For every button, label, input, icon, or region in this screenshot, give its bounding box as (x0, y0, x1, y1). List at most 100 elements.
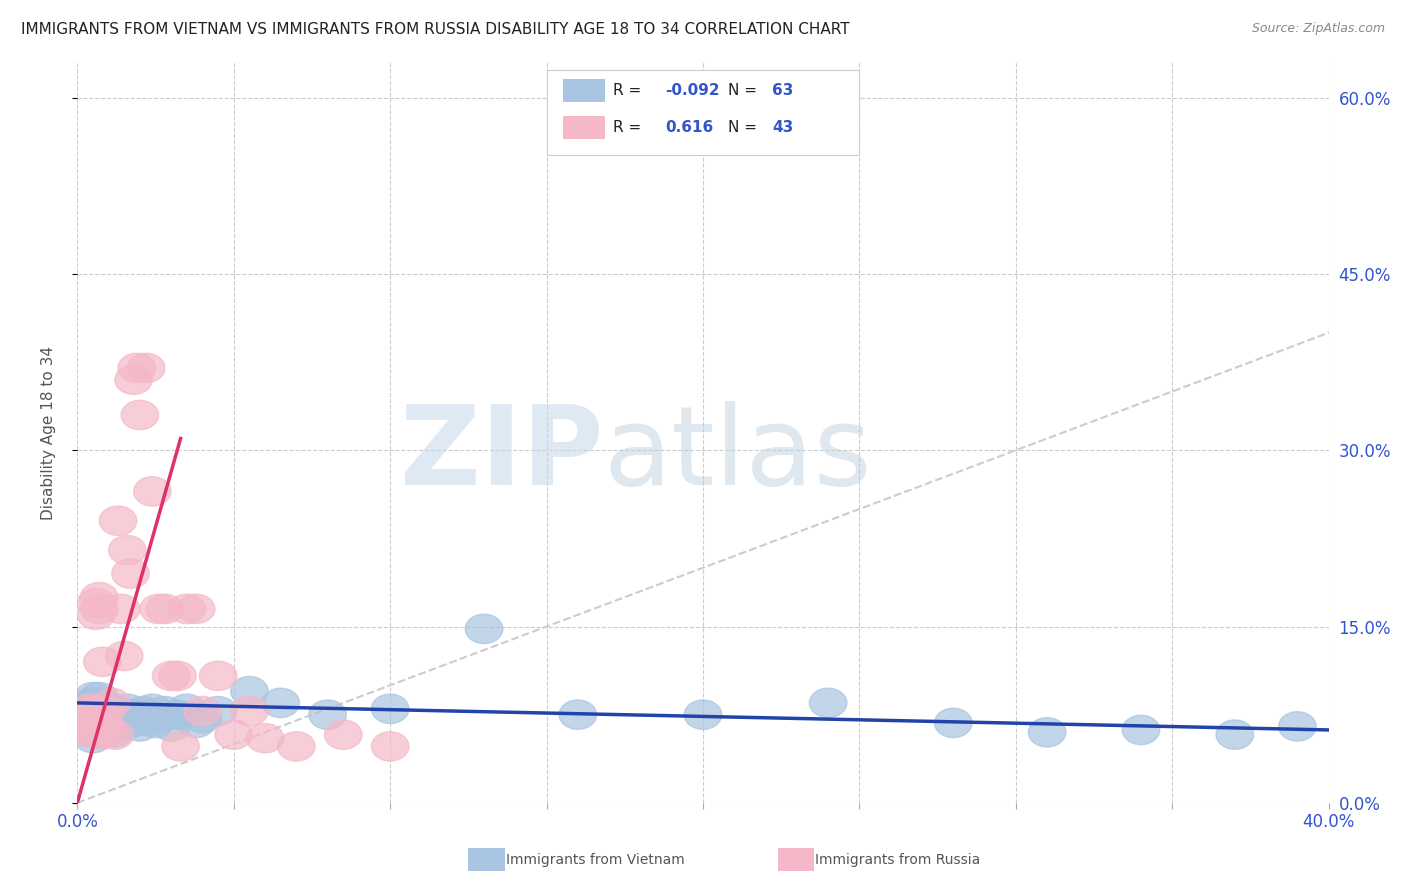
Ellipse shape (134, 476, 172, 506)
Y-axis label: Disability Age 18 to 34: Disability Age 18 to 34 (42, 345, 56, 520)
Ellipse shape (77, 712, 115, 741)
Text: ZIP: ZIP (399, 401, 603, 508)
Ellipse shape (177, 708, 215, 738)
Ellipse shape (200, 661, 236, 690)
Ellipse shape (146, 594, 184, 624)
Text: 43: 43 (772, 120, 793, 135)
Ellipse shape (128, 353, 165, 383)
Ellipse shape (169, 594, 205, 624)
Ellipse shape (159, 661, 197, 690)
Ellipse shape (810, 689, 846, 717)
Ellipse shape (162, 731, 200, 761)
Ellipse shape (146, 697, 184, 726)
Ellipse shape (169, 694, 205, 723)
Ellipse shape (309, 700, 346, 730)
Ellipse shape (124, 697, 162, 726)
Ellipse shape (90, 704, 128, 733)
Ellipse shape (87, 712, 124, 741)
Ellipse shape (1216, 720, 1254, 749)
Ellipse shape (90, 692, 128, 721)
Ellipse shape (105, 641, 143, 671)
Ellipse shape (100, 712, 136, 741)
Ellipse shape (134, 694, 172, 723)
Text: atlas: atlas (603, 401, 872, 508)
Ellipse shape (128, 706, 165, 735)
Ellipse shape (80, 706, 118, 735)
Ellipse shape (93, 689, 131, 717)
FancyBboxPatch shape (547, 70, 859, 155)
Ellipse shape (80, 717, 118, 747)
Ellipse shape (87, 712, 124, 741)
Ellipse shape (75, 704, 111, 733)
Text: N =: N = (728, 120, 762, 135)
Text: Source: ZipAtlas.com: Source: ZipAtlas.com (1251, 22, 1385, 36)
Ellipse shape (75, 717, 111, 747)
Ellipse shape (100, 697, 136, 726)
Ellipse shape (935, 708, 972, 738)
Ellipse shape (118, 706, 156, 735)
Ellipse shape (65, 712, 103, 741)
Text: N =: N = (728, 83, 762, 98)
Ellipse shape (177, 594, 215, 624)
Ellipse shape (67, 704, 105, 733)
Ellipse shape (108, 535, 146, 565)
Ellipse shape (262, 689, 299, 717)
Ellipse shape (80, 582, 118, 612)
Ellipse shape (75, 697, 111, 726)
Ellipse shape (231, 676, 269, 706)
Ellipse shape (246, 723, 284, 753)
Ellipse shape (100, 506, 136, 535)
Ellipse shape (141, 594, 177, 624)
Ellipse shape (83, 689, 121, 717)
Ellipse shape (277, 731, 315, 761)
Text: Immigrants from Russia: Immigrants from Russia (815, 853, 981, 867)
Ellipse shape (83, 647, 121, 676)
Ellipse shape (80, 694, 118, 723)
Ellipse shape (371, 731, 409, 761)
Ellipse shape (111, 708, 149, 738)
Ellipse shape (121, 704, 159, 733)
Ellipse shape (72, 689, 108, 717)
Ellipse shape (83, 700, 121, 730)
Ellipse shape (87, 697, 124, 726)
Ellipse shape (80, 594, 118, 624)
Ellipse shape (152, 712, 190, 741)
Ellipse shape (685, 700, 721, 730)
Ellipse shape (231, 697, 269, 726)
Ellipse shape (108, 694, 146, 723)
Ellipse shape (90, 717, 128, 747)
Ellipse shape (115, 365, 152, 394)
Ellipse shape (159, 700, 197, 730)
Ellipse shape (141, 704, 177, 733)
Ellipse shape (80, 682, 118, 712)
Ellipse shape (131, 700, 169, 730)
Text: 63: 63 (772, 83, 793, 98)
Ellipse shape (67, 694, 105, 723)
Ellipse shape (83, 717, 121, 747)
FancyBboxPatch shape (562, 78, 606, 103)
FancyBboxPatch shape (562, 116, 606, 139)
Ellipse shape (90, 717, 128, 747)
Ellipse shape (118, 353, 156, 383)
Ellipse shape (77, 689, 115, 717)
Ellipse shape (67, 700, 105, 730)
Ellipse shape (72, 717, 108, 747)
Ellipse shape (77, 589, 115, 617)
Ellipse shape (87, 697, 124, 726)
Ellipse shape (215, 720, 253, 749)
Ellipse shape (184, 697, 221, 726)
Ellipse shape (103, 594, 141, 624)
Ellipse shape (96, 700, 134, 730)
Ellipse shape (560, 700, 596, 730)
Ellipse shape (105, 700, 143, 730)
Ellipse shape (75, 682, 111, 712)
Ellipse shape (1028, 717, 1066, 747)
Ellipse shape (325, 720, 361, 749)
Ellipse shape (96, 717, 134, 747)
Ellipse shape (184, 704, 221, 733)
Text: 0.616: 0.616 (665, 120, 714, 135)
Ellipse shape (121, 712, 159, 741)
Ellipse shape (121, 401, 159, 430)
Ellipse shape (200, 697, 236, 726)
Ellipse shape (371, 694, 409, 723)
